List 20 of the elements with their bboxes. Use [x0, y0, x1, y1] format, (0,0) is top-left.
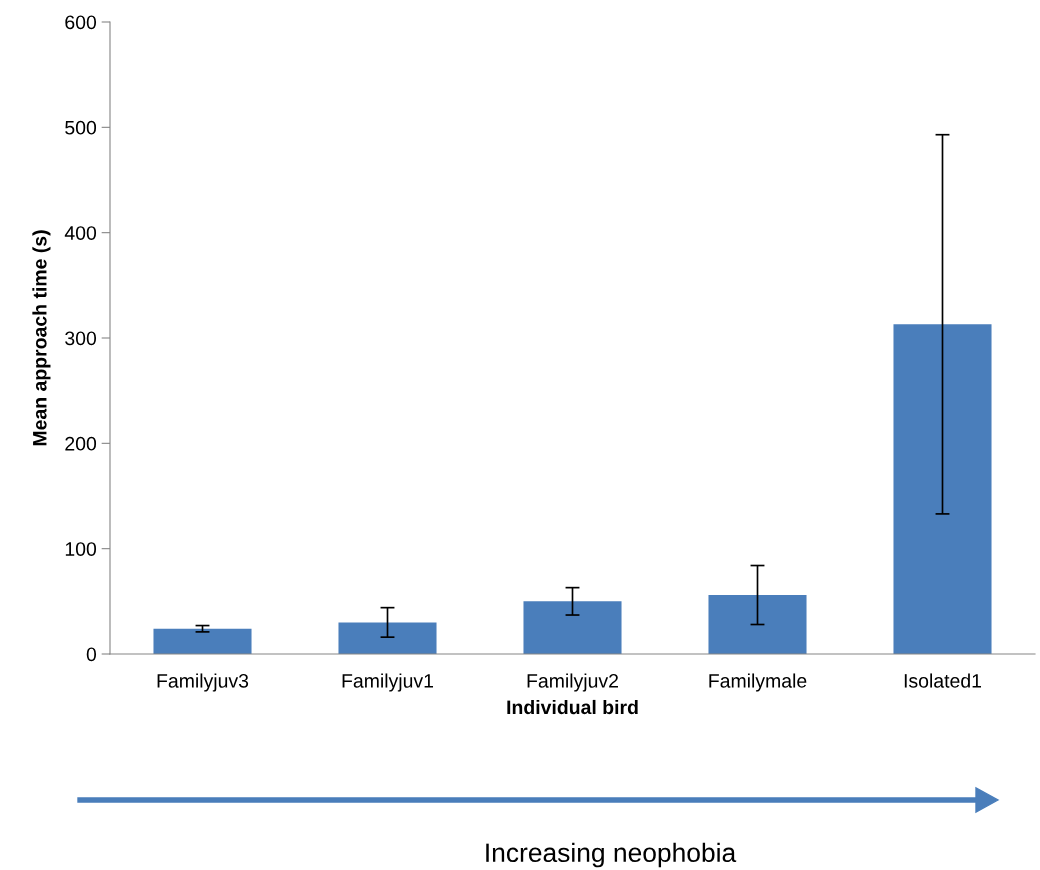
x-axis-title: Individual bird: [507, 699, 638, 715]
bar: [708, 595, 807, 654]
y-tick-label: 400: [64, 226, 97, 240]
y-tick-label: 500: [65, 120, 97, 135]
x-tick-label: Familyjuv3: [157, 673, 249, 692]
x-tick-label: Familyjuv1: [342, 673, 434, 692]
y-tick-label: 600: [65, 15, 97, 30]
x-tick-label: Isolated1: [904, 673, 982, 688]
bar: [893, 324, 992, 654]
y-tick-label: 200: [65, 436, 97, 451]
y-axis-title: Mean approach time (s): [32, 230, 51, 446]
bar: [523, 601, 622, 654]
bar: [338, 622, 437, 654]
y-tick-label: 0: [86, 647, 97, 662]
y-tick-label: 100: [65, 542, 97, 556]
y-tick-label: 300: [65, 331, 97, 346]
x-tick-label: Familyjuv2: [527, 673, 618, 692]
x-tick-label: Familymale: [709, 673, 807, 692]
text: Increasing neophobia: [486, 842, 737, 868]
bar: [153, 628, 252, 654]
